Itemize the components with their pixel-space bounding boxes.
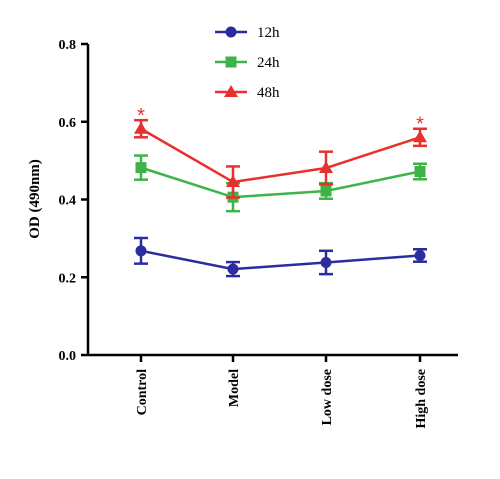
y-tick-label: 0.8 [59,38,77,53]
data-point [134,121,148,134]
legend-label: 24h [257,55,280,71]
y-tick-label: 0.4 [59,194,77,209]
legend-item-24h: 24h [215,55,280,71]
legend-item-12h: 12h [215,25,280,41]
data-point [413,130,427,143]
x-ticks: Control Model Low dose High dose [135,355,429,429]
series-48h [134,118,427,199]
series-24h [134,154,427,213]
legend-marker [225,26,237,38]
data-point [226,175,240,188]
legend-marker [224,85,238,97]
data-point [135,245,147,257]
data-point [319,161,333,174]
y-axis-label: OD (490nm) [27,159,43,239]
legend: 12h 24h 48h [215,25,280,101]
data-point [414,249,426,261]
data-point [414,166,426,178]
x-tick-label: Control [135,369,150,416]
legend-item-48h: 48h [215,85,280,101]
series-line [140,249,421,271]
data-point [320,256,332,268]
data-point [320,185,332,197]
data-point [227,263,239,275]
series-layer [134,118,427,278]
legend-marker [225,56,237,68]
x-tick-label: Low dose [320,369,335,425]
data-point [135,162,147,174]
series-12h [134,236,427,278]
x-tick-label: Model [227,369,242,407]
y-ticks: 0.0 0.2 0.4 0.6 0.8 [59,38,88,364]
y-tick-label: 0.6 [59,116,77,131]
annotations-layer: * * [137,105,424,136]
series-line [140,166,421,199]
series-line [140,127,421,184]
x-tick-label: High dose [414,369,429,429]
legend-label: 12h [257,25,280,41]
y-tick-label: 0.2 [59,271,77,286]
y-tick-label: 0.0 [59,349,77,364]
significance-star: * [416,114,424,136]
significance-star: * [137,105,145,127]
legend-label: 48h [257,85,280,101]
